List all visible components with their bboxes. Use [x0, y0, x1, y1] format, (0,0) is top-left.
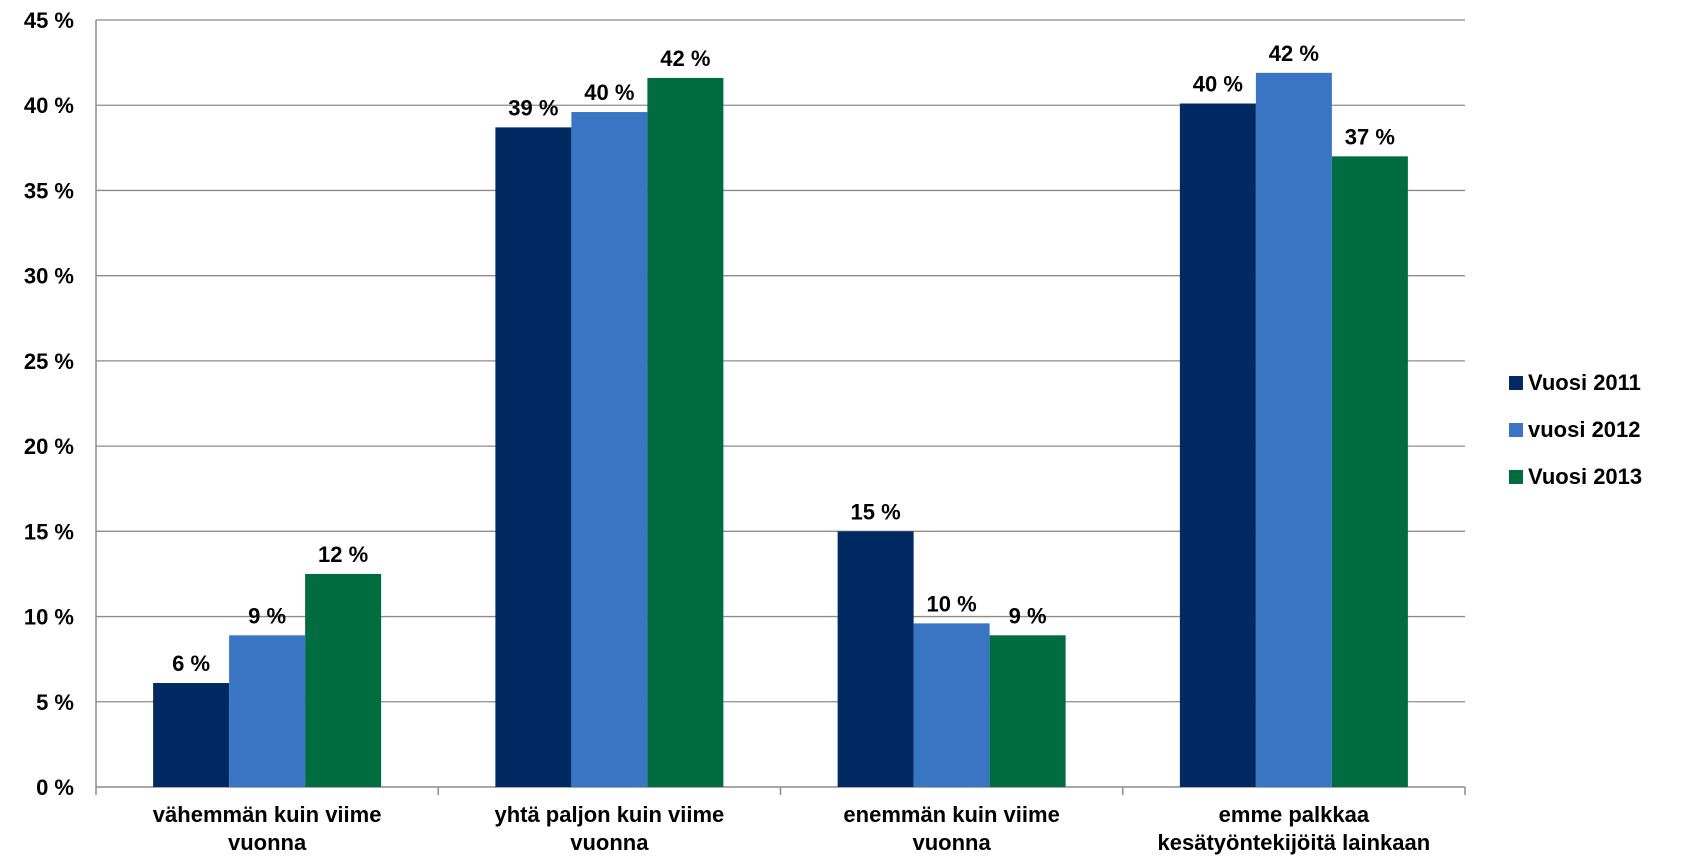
y-tick-label: 0 %: [36, 775, 74, 800]
data-label: 40 %: [1193, 72, 1243, 97]
x-tick-label: yhtä paljon kuin viime: [494, 802, 724, 827]
y-tick-label: 20 %: [24, 434, 74, 459]
data-label: 6 %: [172, 651, 210, 676]
x-tick-label: kesätyöntekijöitä lainkaan: [1158, 830, 1431, 855]
bar: [571, 112, 648, 788]
y-tick-label: 25 %: [24, 349, 74, 374]
y-tick-label: 15 %: [24, 519, 74, 544]
legend-swatch: [1509, 376, 1523, 390]
bar: [305, 573, 382, 787]
data-label: 10 %: [927, 591, 977, 616]
y-tick-label: 35 %: [24, 178, 74, 203]
x-tick-label: vuonna: [913, 830, 992, 855]
x-tick-label: vuonna: [570, 830, 649, 855]
data-label: 42 %: [1269, 41, 1319, 66]
data-label: 9 %: [1009, 603, 1047, 628]
legend-swatch: [1509, 423, 1523, 437]
y-tick-label: 45 %: [24, 8, 74, 33]
y-tick-label: 5 %: [36, 690, 74, 715]
y-tick-label: 40 %: [24, 93, 74, 118]
data-label: 12 %: [318, 542, 368, 567]
data-labels: 6 % 9 % 12 % 39 % 40 % 42 % 15 % 10 % 9 % 40 % 42 …: [172, 41, 1395, 676]
bar: [913, 623, 990, 787]
data-label: 42 %: [660, 46, 710, 71]
bar: [1331, 156, 1408, 787]
bars: [153, 72, 1408, 788]
legend: Vuosi 2011 vuosi 2012 Vuosi 2013: [1509, 370, 1642, 489]
bar: [1179, 103, 1256, 788]
x-tick-label: vuonna: [228, 830, 307, 855]
bar: [647, 77, 724, 787]
y-tick-label: 30 %: [24, 264, 74, 289]
x-tick-label: emme palkkaa: [1219, 802, 1370, 827]
data-label: 37 %: [1345, 124, 1395, 149]
bar: [837, 531, 914, 787]
data-label: 40 %: [584, 80, 634, 105]
bar: [495, 127, 572, 787]
legend-swatch: [1509, 470, 1523, 484]
bar: [229, 635, 306, 787]
legend-label: Vuosi 2011: [1528, 370, 1641, 395]
x-tick-label: enemmän kuin viime: [843, 802, 1059, 827]
data-label: 9 %: [248, 603, 286, 628]
data-label: 15 %: [851, 499, 901, 524]
data-label: 39 %: [508, 95, 558, 120]
bar: [1255, 72, 1332, 788]
y-tick-label: 10 %: [24, 605, 74, 630]
x-tick-label: vähemmän kuin viime: [153, 802, 382, 827]
legend-label: vuosi 2012: [1528, 417, 1641, 442]
bar: [989, 635, 1066, 787]
bar: [153, 683, 230, 787]
legend-label: Vuosi 2013: [1528, 464, 1642, 489]
